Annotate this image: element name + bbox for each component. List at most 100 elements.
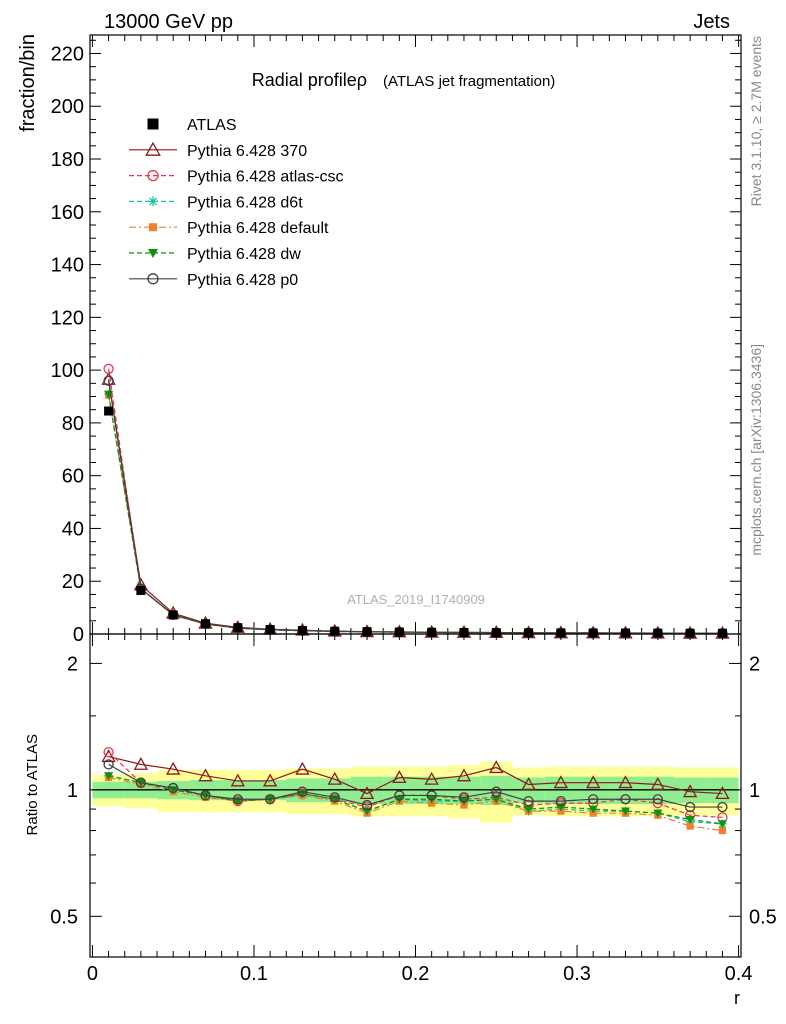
main-y-axis-label: fraction/bin (17, 34, 39, 132)
ratio-data-point (717, 820, 727, 829)
legend-entry-pythia-6-428-dw: Pythia 6.428 dw (129, 246, 301, 263)
main-chart-title: Radial profileρ (252, 70, 367, 90)
legend-marker (147, 169, 159, 182)
x-tick-label: 0.4 (725, 963, 753, 985)
ratio-data-point (327, 771, 342, 785)
main-data-point (201, 619, 210, 629)
ratio-data-point (489, 760, 504, 774)
main-data-point (265, 625, 275, 635)
ratio-data-point (620, 794, 631, 805)
ratio-data-point (103, 759, 114, 770)
main-data-point (717, 628, 727, 638)
ratio-data-point (555, 795, 567, 807)
ratio-data-point (262, 773, 278, 787)
ratio-data-point (359, 786, 375, 800)
analysis-watermark: ATLAS_2019_I1740909 (347, 592, 485, 607)
legend-entry-pythia-6-428-p0: Pythia 6.428 p0 (129, 272, 298, 289)
ratio-data-point (717, 801, 728, 813)
ratio-data-point (329, 792, 340, 803)
ratio-data-point (264, 794, 276, 805)
legend-marker (145, 141, 161, 156)
legend-label: Pythia 6.428 dw (187, 246, 301, 263)
x-tick-label: 0.1 (240, 963, 268, 985)
x-tick-label: 0 (87, 963, 98, 985)
x-tick-label: 0.2 (402, 963, 430, 985)
legend-marker (148, 196, 158, 207)
main-y-tick-label: 20 (62, 571, 84, 593)
ratio-data-point (103, 746, 114, 758)
ratio-data-point (230, 773, 245, 787)
legend-entry-pythia-6-428-370: Pythia 6.428 370 (129, 141, 307, 160)
main-y-tick-label: 40 (62, 518, 84, 540)
main-chart-subtitle: (ATLAS jet fragmentation) (383, 73, 555, 90)
ratio-data-point (424, 771, 439, 785)
header-left: 13000 GeV pp (104, 11, 233, 33)
ratio-data-point (715, 786, 730, 800)
x-axis-label: r (734, 988, 740, 1008)
header-right: Jets (693, 11, 730, 33)
main-data-point (104, 406, 114, 416)
legend-entry-atlas: ATLAS (147, 117, 237, 134)
ratio-data-point (521, 777, 536, 790)
main-data-point (233, 623, 243, 633)
ratio-data-point (586, 775, 601, 789)
main-data-point (362, 627, 372, 637)
ratio-data-point (392, 770, 407, 784)
main-data-point (297, 626, 307, 636)
legend-entry-pythia-6-428-d6t: Pythia 6.428 d6t (129, 194, 303, 211)
ratio-y-tick-label-right: 0.5 (749, 906, 777, 928)
ratio-series-pythia-6-428-p0 (103, 759, 728, 813)
ratio-data-point (295, 761, 310, 775)
main-y-tick-label: 80 (62, 413, 84, 435)
ratio-data-point (588, 794, 599, 805)
legend-label: Pythia 6.428 atlas-csc (187, 169, 344, 186)
ratio-series-pythia-6-428-370 (101, 749, 730, 800)
ratio-data-point (524, 805, 534, 814)
ratio-data-point (684, 801, 696, 813)
ratio-data-point (491, 786, 502, 797)
ratio-data-point (588, 805, 598, 814)
ratio-data-point (166, 761, 181, 775)
main-y-tick-label: 160 (51, 202, 84, 224)
ratio-y-tick-label: 1 (67, 780, 78, 802)
ratio-data-point (618, 775, 633, 789)
ratio-y-axis-label: Ratio to ATLAS (24, 734, 41, 835)
legend-label: Pythia 6.428 default (187, 220, 329, 237)
ratio-data-point (686, 822, 694, 830)
main-data-point (491, 628, 501, 638)
main-series-line (107, 380, 723, 634)
main-y-tick-label: 100 (51, 360, 84, 382)
ratio-data-point (198, 768, 213, 782)
legend-marker (147, 273, 159, 285)
legend-entry-pythia-6-428-atlas-csc: Pythia 6.428 atlas-csc (129, 169, 344, 186)
main-data-point (685, 628, 695, 638)
side-label-mcplots: mcplots.cern.ch [arXiv:1306.3436] (748, 344, 764, 556)
legend-label: Pythia 6.428 p0 (187, 272, 298, 289)
ratio-data-point (232, 794, 243, 805)
main-data-point (459, 627, 469, 637)
ratio-data-point (200, 790, 211, 801)
ratio-data-point (133, 756, 149, 770)
main-y-tick-label: 140 (51, 255, 84, 277)
ratio-data-point (458, 792, 470, 803)
ratio-data-point (718, 826, 727, 835)
main-data-point (556, 628, 566, 638)
main-data-point (588, 628, 598, 638)
ratio-data-point (650, 777, 665, 790)
main-data-point (103, 363, 114, 374)
ratio-data-point (426, 790, 437, 801)
ratio-data-point (653, 809, 663, 818)
main-y-tick-label: 60 (62, 466, 84, 488)
main-y-tick-label: 0 (73, 624, 84, 646)
legend-entry-pythia-6-428-default: Pythia 6.428 default (129, 220, 329, 237)
main-data-point (524, 628, 534, 638)
main-data-point (621, 628, 630, 638)
ratio-data-point (361, 799, 373, 811)
side-label-rivet: Rivet 3.1.10, ≥ 2.7M events (748, 36, 764, 206)
legend-marker (148, 249, 158, 258)
main-y-tick-label: 220 (51, 43, 84, 65)
ratio-data-point (394, 790, 405, 801)
ratio-data-point (135, 777, 147, 788)
ratio-data-point (553, 775, 569, 789)
